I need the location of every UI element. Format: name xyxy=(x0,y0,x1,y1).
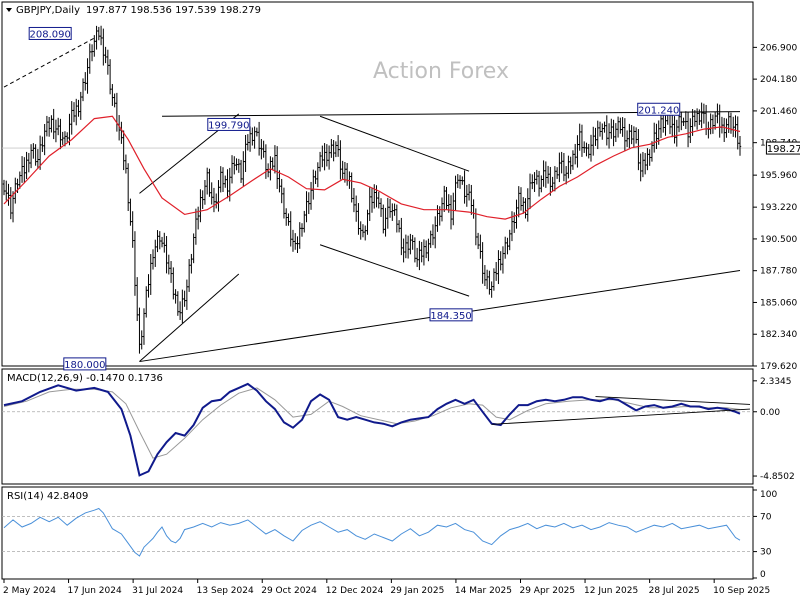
macd-tick-label: 2.3345 xyxy=(760,377,792,387)
price-tick-label: 206.900 xyxy=(760,43,797,53)
price-annotation-label: 208.090 xyxy=(30,29,71,40)
rsi-tick-label: 100 xyxy=(760,490,777,500)
trendline xyxy=(3,37,95,88)
price-annotation-box xyxy=(63,357,107,371)
price-annotation-label: 180.000 xyxy=(64,360,105,371)
time-tick-label: 28 Jul 2025 xyxy=(649,586,700,596)
ohlc-values: 197.877 198.536 197.539 198.279 xyxy=(86,5,261,16)
time-tick-label: 2 May 2024 xyxy=(3,586,56,596)
macd-tick-label: 0.00 xyxy=(760,408,780,418)
time-axis: 2 May 2024 17 Jun 2024 31 Jul 2024 13 Sep 2… xyxy=(3,579,770,596)
macd-y-axis: 2.3345 0.00 -4.8502 xyxy=(753,377,795,482)
macd-trendline xyxy=(491,408,751,425)
watermark-text: Action Forex xyxy=(373,59,509,84)
time-tick-label: 17 Jun 2024 xyxy=(68,586,122,596)
price-tick-label: 190.500 xyxy=(760,235,797,245)
time-tick-label: 10 Sep 2025 xyxy=(713,586,770,596)
macd-main-line xyxy=(3,382,741,477)
price-tick-label: 195.960 xyxy=(760,171,797,181)
collapse-triangle-icon[interactable] xyxy=(6,8,12,12)
price-annotation-label: 201.240 xyxy=(638,105,679,116)
moving-average-line xyxy=(3,115,741,220)
price-tick-label: 187.780 xyxy=(760,267,797,277)
time-tick-label: 14 Mar 2025 xyxy=(455,586,512,596)
price-bars xyxy=(2,25,742,354)
time-tick-label: 31 Jul 2024 xyxy=(132,586,183,596)
price-annotation-box xyxy=(28,26,72,40)
price-annotation-box xyxy=(637,102,681,116)
trendline xyxy=(319,115,470,172)
price-annotation-box xyxy=(429,308,473,322)
price-annotation-label: 198.279 xyxy=(767,144,800,155)
price-annotation-label: 184.350 xyxy=(430,311,471,322)
time-tick-label: 13 Sep 2024 xyxy=(197,586,254,596)
rsi-title: RSI(14) 42.8409 xyxy=(7,491,88,502)
macd-panel-frame xyxy=(1,368,754,485)
macd-trendlines xyxy=(491,396,751,425)
price-annotation-box xyxy=(207,117,251,131)
macd-tick-label: -4.8502 xyxy=(760,472,795,482)
price-tick-label: 185.060 xyxy=(760,298,797,308)
trendline xyxy=(139,273,240,362)
rsi-line xyxy=(3,507,741,557)
rsi-tick-label: 0 xyxy=(760,570,766,580)
rsi-y-axis: 100 70 30 0 xyxy=(2,489,777,580)
price-annotation-box xyxy=(765,141,800,155)
rsi-tick-label: 70 xyxy=(760,512,772,522)
price-tick-label: 204.180 xyxy=(760,75,797,85)
rsi-panel-frame xyxy=(1,486,754,580)
trendline xyxy=(319,244,470,297)
time-tick-label: 29 Jan 2025 xyxy=(390,586,444,596)
chart-header: GBPJPY,Daily 197.877 198.536 197.539 198… xyxy=(6,5,261,16)
price-annotation-label: 199.790 xyxy=(208,120,249,131)
time-tick-label: 29 Oct 2024 xyxy=(261,586,317,596)
price-tick-label: 182.340 xyxy=(760,330,797,340)
rsi-tick-label: 30 xyxy=(760,548,772,558)
price-tick-label: 179.620 xyxy=(760,362,797,372)
time-tick-label: 12 Dec 2024 xyxy=(326,586,384,596)
time-tick-label: 12 Jun 2025 xyxy=(584,586,638,596)
price-annotations: 208.090 199.790 201.240 184.350 180.000 198.2… xyxy=(28,26,800,371)
macd-trendline xyxy=(595,396,751,405)
macd-title: MACD(12,26,9) -0.1470 0.1736 xyxy=(7,373,163,384)
symbol-timeframe-label: GBPJPY,Daily xyxy=(16,5,80,16)
time-tick-label: 29 Apr 2025 xyxy=(519,586,575,596)
price-panel-frame xyxy=(1,1,754,367)
price-tick-label: 193.220 xyxy=(760,203,797,213)
price-tick-label: 201.460 xyxy=(760,107,797,117)
